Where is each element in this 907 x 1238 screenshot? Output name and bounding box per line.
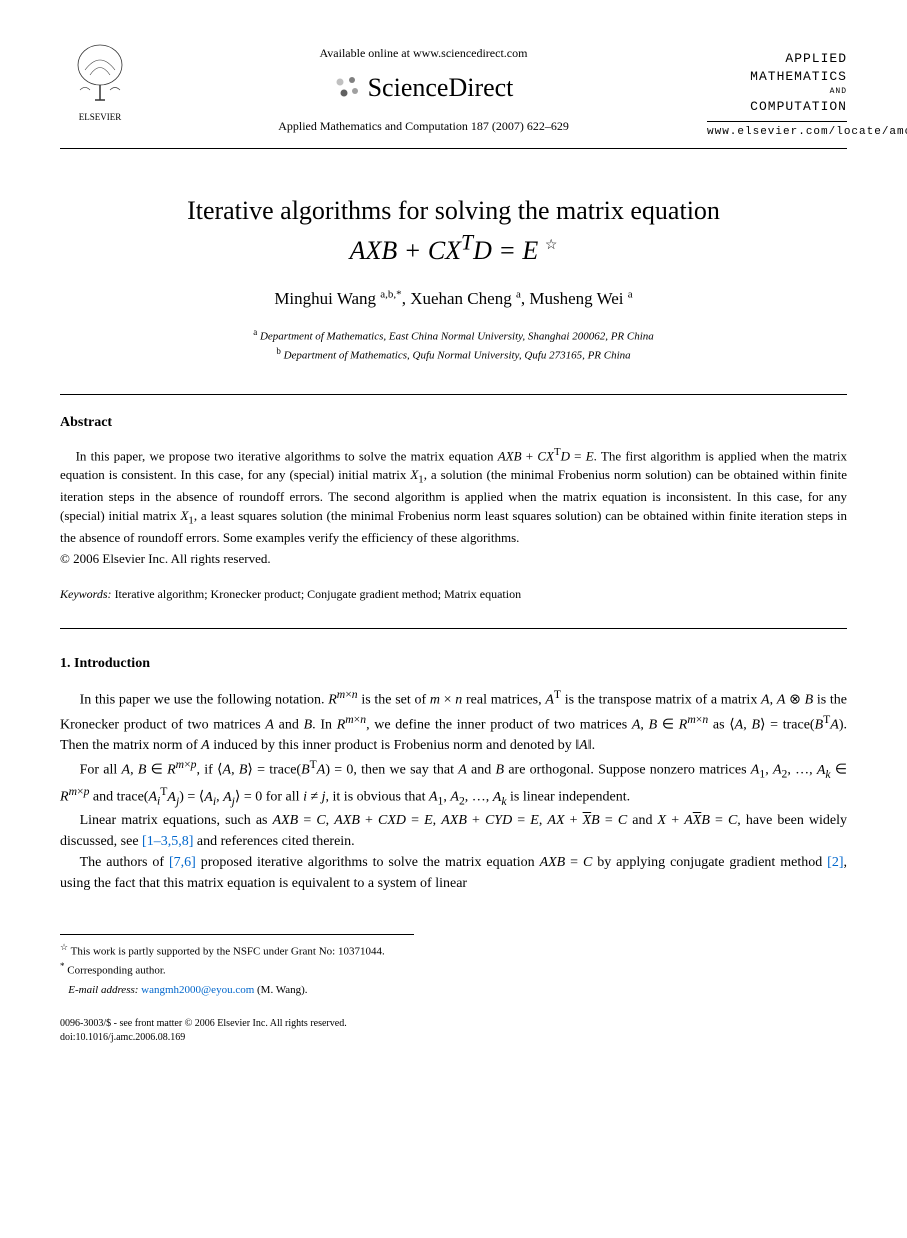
sciencedirect-logo: ScienceDirect [140,70,707,106]
intro-p4: The authors of [7,6] proposed iterative … [60,852,847,894]
abstract-heading: Abstract [60,413,847,433]
intro-heading: 1. Introduction [60,654,847,674]
journal-logo-line1: APPLIED [707,50,847,68]
footnote-funding-text: This work is partly supported by the NSF… [71,946,385,958]
email-label: E-mail address: [68,984,138,996]
intro-p3-post: and references cited therein. [193,834,354,849]
intro-p2: For all A, B ∈ Rm×p, if ⟨A, B⟩ = trace(B… [60,756,847,810]
abstract-top-rule [60,394,847,395]
affiliations-block: a Department of Mathematics, East China … [60,326,847,364]
page-container: ELSEVIER Available online at www.science… [0,0,907,1075]
journal-logo-line4: COMPUTATION [707,98,847,116]
footer-info: 0096-3003/$ - see front matter © 2006 El… [60,1017,847,1045]
article-title: Iterative algorithms for solving the mat… [60,194,847,267]
footnote-corresponding: * Corresponding author. [60,960,414,979]
header-row: ELSEVIER Available online at www.science… [60,40,847,140]
abstract-body: In this paper, we propose two iterative … [60,445,847,548]
ref-link-1[interactable]: [1–3,5,8] [142,834,193,849]
title-note-symbol: ☆ [545,238,558,253]
footer-line1: 0096-3003/$ - see front matter © 2006 El… [60,1017,847,1031]
affiliation-b-text: Department of Mathematics, Qufu Normal U… [284,350,631,362]
author-3-aff: a [628,289,633,301]
footnote-funding: ☆ This work is partly supported by the N… [60,941,414,960]
sciencedirect-text: ScienceDirect [368,70,514,106]
affiliation-a: a Department of Mathematics, East China … [60,326,847,345]
author-1: Minghui Wang [274,289,376,308]
footnote-corresponding-text: Corresponding author. [67,965,165,977]
elsevier-label: ELSEVIER [60,111,140,124]
elsevier-tree-icon [65,40,135,105]
abstract-paragraph: In this paper, we propose two iterative … [60,445,847,548]
center-header: Available online at www.sciencedirect.co… [140,40,707,135]
journal-logo-line3: AND [707,86,847,97]
journal-logo-line2: MATHEMATICS [707,68,847,86]
intro-p3: Linear matrix equations, such as AXB = C… [60,810,847,852]
ref-link-3[interactable]: [2] [827,855,843,870]
footnote-email-line: E-mail address: wangmh2000@eyou.com (M. … [60,983,847,998]
affiliation-b: b Department of Mathematics, Qufu Normal… [60,345,847,364]
footnotes-block: ☆ This work is partly supported by the N… [60,934,414,979]
author-2-aff: a [516,289,521,301]
sciencedirect-icon [334,74,362,102]
elsevier-logo: ELSEVIER [60,40,140,130]
title-equation: AXB + CXTD = E [350,236,539,265]
header-rule [60,148,847,149]
email-link[interactable]: wangmh2000@eyou.com [141,984,254,996]
keywords-line: Keywords: Iterative algorithm; Kronecker… [60,586,847,603]
authors-line: Minghui Wang a,b,*, Xuehan Cheng a, Mush… [60,287,847,311]
keywords-label: Keywords: [60,587,112,601]
title-line1: Iterative algorithms for solving the mat… [187,196,720,225]
author-3: Musheng Wei [529,289,623,308]
abstract-copyright: © 2006 Elsevier Inc. All rights reserved… [60,550,847,568]
email-author-name: (M. Wang). [257,984,308,996]
author-2: Xuehan Cheng [410,289,512,308]
affiliation-a-text: Department of Mathematics, East China No… [260,331,654,343]
journal-url: www.elsevier.com/locate/amc [707,121,847,140]
footer-line2: doi:10.1016/j.amc.2006.08.169 [60,1031,847,1045]
intro-body: In this paper we use the following notat… [60,686,847,894]
journal-logo-block: APPLIED MATHEMATICS AND COMPUTATION www.… [707,40,847,140]
abstract-bottom-rule [60,628,847,629]
intro-p1: In this paper we use the following notat… [60,686,847,756]
ref-link-2[interactable]: [7,6] [169,855,196,870]
author-1-aff: a,b,* [380,289,401,301]
journal-reference: Applied Mathematics and Computation 187 … [140,118,707,135]
keywords-text: Iterative algorithm; Kronecker product; … [115,587,522,601]
available-online-text: Available online at www.sciencedirect.co… [140,45,707,62]
